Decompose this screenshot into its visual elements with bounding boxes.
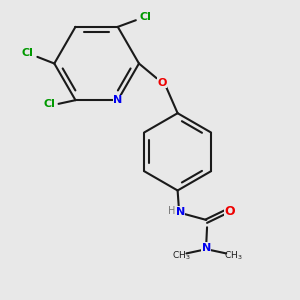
Text: Cl: Cl <box>22 48 34 58</box>
Text: N: N <box>176 207 185 217</box>
Text: Cl: Cl <box>43 99 55 109</box>
Text: N: N <box>202 243 211 253</box>
Text: Cl: Cl <box>140 11 151 22</box>
Text: O: O <box>225 205 235 218</box>
Text: O: O <box>157 78 167 88</box>
Text: CH$_3$: CH$_3$ <box>172 249 190 262</box>
Text: N: N <box>113 95 122 105</box>
Text: H: H <box>168 206 175 216</box>
Text: CH$_3$: CH$_3$ <box>224 249 242 262</box>
